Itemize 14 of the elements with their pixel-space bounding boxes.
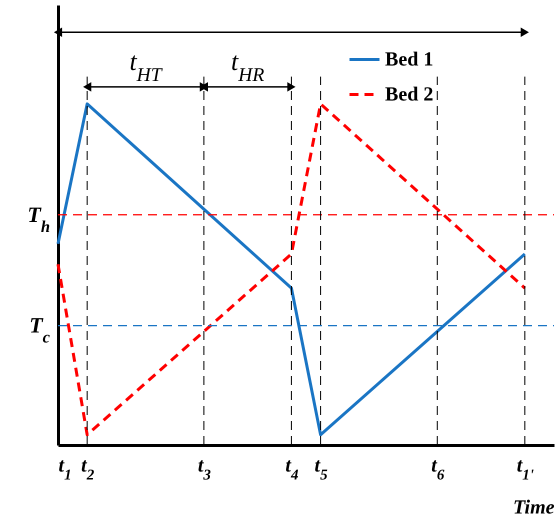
- x-tick-label: t$_{6}$: [431, 454, 445, 484]
- x-tick-label: t$_{4}$: [285, 454, 299, 484]
- x-tick-label: t$_{3}$: [198, 454, 212, 484]
- x-tick-label: t$_{1'}$: [516, 454, 534, 484]
- ref-line-label: T$_{c}$: [29, 312, 51, 346]
- x-tick-label: t$_{1}$: [58, 454, 72, 484]
- legend-label: Bed 2: [385, 84, 434, 106]
- legend-label: Bed 1: [385, 48, 434, 70]
- x-axis-title: Time: [513, 496, 555, 518]
- x-tick-label: t$_{2}$: [81, 454, 95, 484]
- text: t$_{HT}$: [129, 46, 163, 86]
- text: t$_{HR}$: [231, 46, 264, 86]
- x-tick-label: t$_{5}$: [314, 454, 328, 484]
- ref-line-label: T$_{h}$: [27, 202, 50, 236]
